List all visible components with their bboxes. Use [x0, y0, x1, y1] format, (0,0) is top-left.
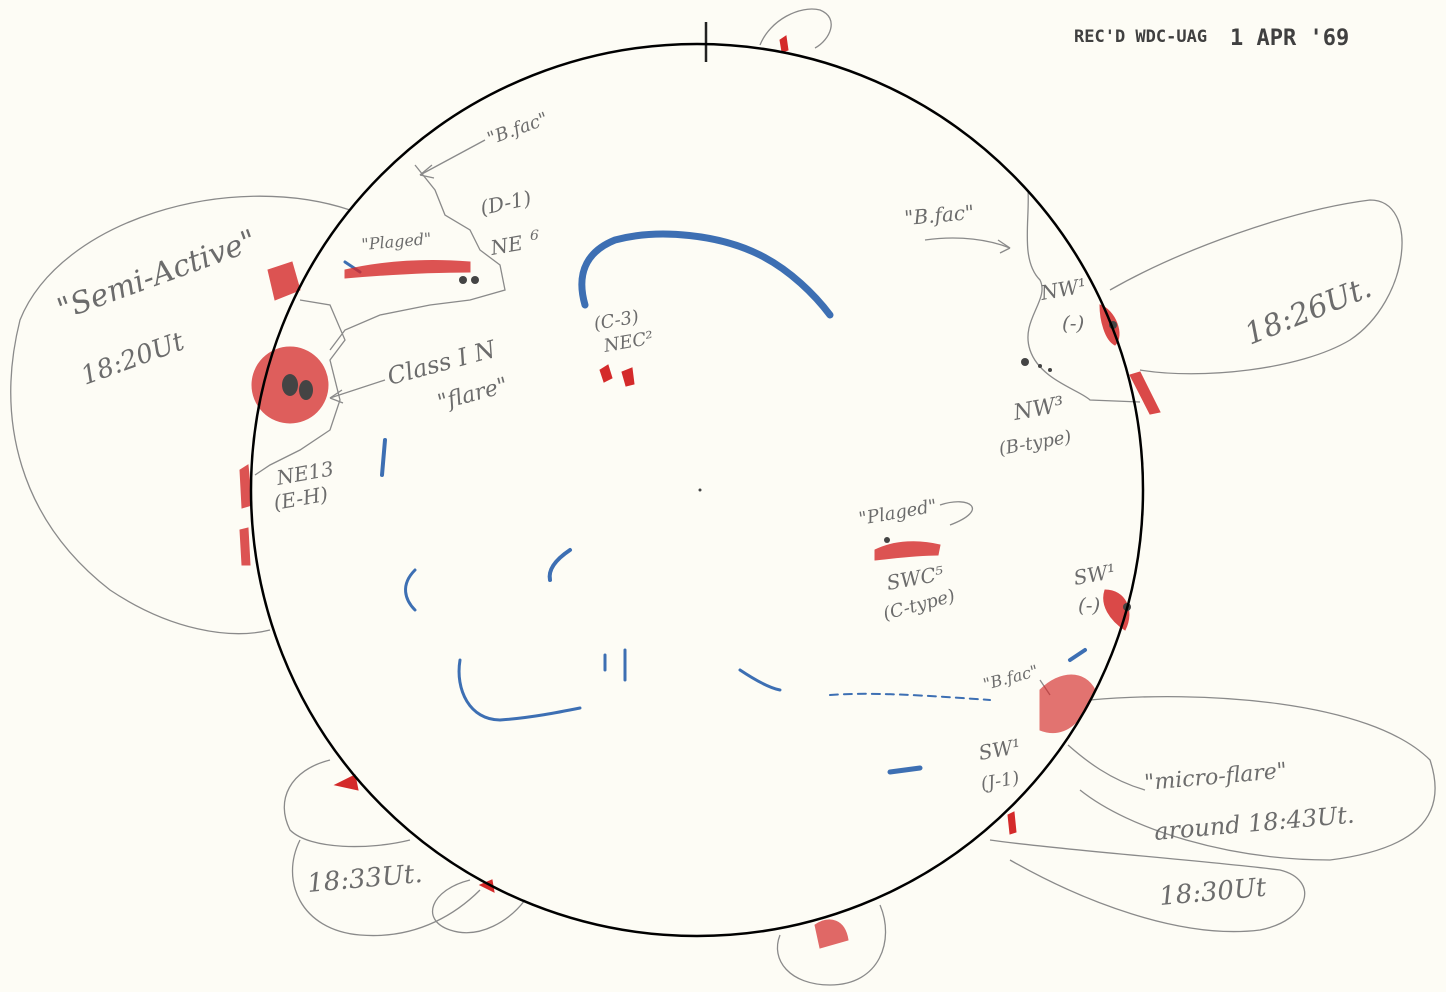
- prominence-se: [1007, 811, 1017, 835]
- stamp-date: 1 APR '69: [1230, 26, 1349, 51]
- plage-sw-flare: [1039, 674, 1096, 734]
- lower-left-loop-1: [283, 759, 411, 848]
- label-bfac-lower: "B.fac": [981, 661, 1040, 694]
- spot-swc5: [884, 537, 890, 543]
- time-1826-loop: [1109, 199, 1403, 375]
- label-ne6-sub: 6: [530, 228, 539, 244]
- received-stamp: REC'D WDC-UAG: [1074, 27, 1207, 47]
- label-nw3: NW³: [1011, 392, 1066, 426]
- plage-nec2-a: [599, 364, 613, 383]
- label-nw1: NW¹: [1038, 273, 1089, 305]
- filament-south-4: [738, 668, 782, 692]
- filament-north: [578, 230, 834, 319]
- label-semi-active-time: 18:20Ut: [77, 327, 189, 392]
- label-flare: "flare": [435, 373, 511, 416]
- plage-limb-ne: [267, 261, 301, 301]
- spot-nw3-c: [1048, 368, 1052, 372]
- top-loop: [759, 8, 832, 49]
- label-nw1-type: (-): [1062, 311, 1084, 335]
- filament-center: [547, 548, 572, 582]
- label-microflare: "micro-flare": [1143, 759, 1288, 796]
- plage-limb-e2: [239, 527, 251, 566]
- semi-active-loop: [10, 195, 351, 635]
- label-time-1826: 18:26Ut.: [1240, 270, 1377, 352]
- label-plaged-right: "Plaged": [857, 496, 938, 530]
- plaged-right-arrow: [939, 501, 974, 526]
- ne6-region-outline: [329, 164, 506, 351]
- microflare-arrow: [1067, 744, 1146, 791]
- spot-ne6-2: [471, 276, 479, 284]
- ne13-region-outline: [254, 299, 346, 476]
- label-plaged-left: "Plaged": [361, 229, 432, 254]
- label-bfac-top: "B.fac": [485, 108, 551, 149]
- label-sw1-type: (-): [1078, 593, 1100, 617]
- spot-ne13-2: [299, 380, 313, 400]
- label-semi-active: "Semi-Active": [53, 223, 261, 327]
- bfac-right-arrow: [924, 237, 1011, 249]
- spot-nw3-b: [1038, 364, 1042, 368]
- solar-disk-outline: [249, 42, 1145, 938]
- time-1833-loop: [291, 839, 481, 937]
- bottom-loop: [776, 904, 887, 986]
- filaments: [343, 230, 1087, 775]
- time-1830-loop: [989, 839, 1306, 933]
- label-sw1: SW¹: [1072, 559, 1118, 590]
- filament-ne13: [380, 438, 387, 477]
- spot-ne13-1: [282, 374, 298, 396]
- filament-sw: [887, 765, 923, 775]
- label-sw1-lower: SW¹: [977, 734, 1023, 765]
- label-time-1830: 18:30Ut: [1158, 873, 1268, 912]
- label-ne6: NE: [488, 231, 525, 260]
- filament-south-1: [457, 658, 582, 722]
- class-in-arrow: [329, 379, 386, 399]
- nw-region-outline: [1026, 189, 1141, 403]
- plage-nw-limb: [1129, 371, 1161, 415]
- label-microflare-time: around 18:43Ut.: [1153, 801, 1355, 846]
- plage-nec2-b: [621, 367, 635, 387]
- label-time-1833: 18:33Ut.: [306, 859, 424, 899]
- label-d1: (D-1): [478, 186, 533, 220]
- bfac-top-arrow: [419, 139, 486, 176]
- prominence-sw-1: [333, 774, 359, 791]
- prominence-top: [779, 35, 789, 53]
- label-bfac-right: "B.fac": [903, 200, 975, 230]
- plages: [239, 35, 1161, 949]
- disk-center: [698, 488, 702, 492]
- filament-west-hook: [404, 568, 417, 612]
- filament-limb-sw: [1068, 648, 1087, 662]
- prominence-bottom: [814, 919, 849, 949]
- label-nw3-type: (B-type): [997, 427, 1073, 460]
- lower-left-loop-2: [432, 879, 526, 934]
- spot-nw3: [1021, 358, 1029, 366]
- spot-ne6-1: [459, 276, 467, 284]
- filament-south-5: [829, 692, 991, 701]
- microflare-loop: [1079, 695, 1436, 861]
- plage-ne6: [344, 259, 471, 279]
- plage-swc5: [874, 541, 941, 561]
- label-sw1-lower-type: (J-1): [979, 768, 1021, 795]
